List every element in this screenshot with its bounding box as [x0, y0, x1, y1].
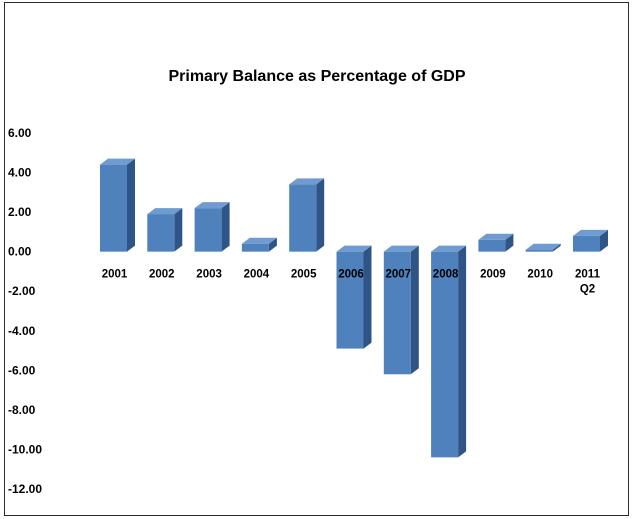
- x-tick-label: 2004: [244, 269, 270, 281]
- y-tick-label: -2.00: [8, 284, 36, 298]
- y-tick-label: -4.00: [8, 324, 36, 338]
- bar: [573, 229, 608, 252]
- bar-top: [289, 178, 325, 185]
- y-tick-label: 6.00: [8, 126, 32, 140]
- y-tick-label: -6.00: [8, 363, 36, 377]
- bar-top: [383, 245, 419, 252]
- chart-title: Primary Balance as Percentage of GDP: [168, 68, 465, 85]
- bar-side: [221, 202, 230, 252]
- y-tick-label: -10.00: [8, 442, 42, 456]
- bar-front: [100, 164, 127, 252]
- bar-top: [100, 158, 135, 165]
- bar-front: [573, 235, 600, 252]
- x-tick-label: 2005: [291, 269, 317, 281]
- bar-side: [174, 208, 183, 252]
- bar: [194, 202, 230, 252]
- chart-frame: Primary Balance as Percentage of GDP 6.0…: [4, 2, 629, 516]
- x-tick-label: 2002: [149, 269, 175, 281]
- bar: [100, 158, 135, 252]
- bar-side: [316, 178, 325, 252]
- bar-top: [431, 245, 467, 252]
- x-tick-label: 2007: [386, 269, 412, 281]
- bar: [383, 245, 419, 375]
- bar-side: [505, 233, 514, 252]
- bar-front: [336, 251, 364, 349]
- bar: [431, 245, 467, 458]
- y-tick-label: -8.00: [8, 403, 36, 417]
- bar-side: [458, 245, 467, 458]
- bar-top: [241, 237, 277, 244]
- bar-side: [268, 237, 277, 252]
- x-tick-label: 2001: [102, 269, 128, 281]
- bar-front: [525, 249, 553, 252]
- bar-top: [147, 208, 183, 215]
- y-tick-label: -12.00: [8, 482, 42, 496]
- bar-side: [363, 245, 372, 349]
- bar: [241, 237, 277, 252]
- bar-top: [573, 229, 608, 236]
- bar-side: [552, 243, 561, 252]
- bar-front: [383, 251, 411, 375]
- bar-side: [600, 229, 608, 252]
- bar-side: [410, 245, 419, 375]
- bar: [147, 208, 183, 252]
- bar-top: [194, 202, 230, 209]
- bar-front: [241, 243, 269, 252]
- bar-front: [147, 214, 175, 252]
- bar-top: [336, 245, 372, 252]
- y-tick-label: 0.00: [8, 245, 32, 259]
- bar-front: [478, 239, 506, 252]
- y-tick-label: 2.00: [8, 205, 32, 219]
- y-tick-label: 4.00: [8, 166, 32, 180]
- x-tick-label: 2010: [527, 269, 553, 281]
- x-tick-label: 2006: [338, 269, 364, 281]
- bar: [525, 243, 561, 252]
- bar: [478, 233, 514, 252]
- bar-top: [478, 233, 514, 240]
- x-tick-label: Q2: [580, 284, 595, 296]
- y-axis: 6.00 4.00 2.00 0.00 -2.00 -4.00 -6.00 -8.00 -10.…: [8, 126, 42, 496]
- x-axis: 2001 2002 2003 2004 2005 2006 2007 2008 2009 2010…: [102, 269, 601, 296]
- bar-side: [127, 158, 135, 252]
- bar: [336, 245, 372, 349]
- x-tick-label: 2003: [196, 269, 222, 281]
- x-tick-label: 2008: [433, 269, 459, 281]
- bar-chart: Primary Balance as Percentage of GDP 6.0…: [8, 68, 608, 496]
- bars: [100, 158, 608, 458]
- bar-front: [194, 208, 222, 252]
- bar-top: [525, 243, 561, 250]
- bar-front: [289, 184, 317, 252]
- x-tick-label: 2009: [480, 269, 506, 281]
- x-tick-label: 2011: [575, 269, 601, 281]
- bar: [289, 178, 325, 252]
- bar-front: [431, 251, 459, 458]
